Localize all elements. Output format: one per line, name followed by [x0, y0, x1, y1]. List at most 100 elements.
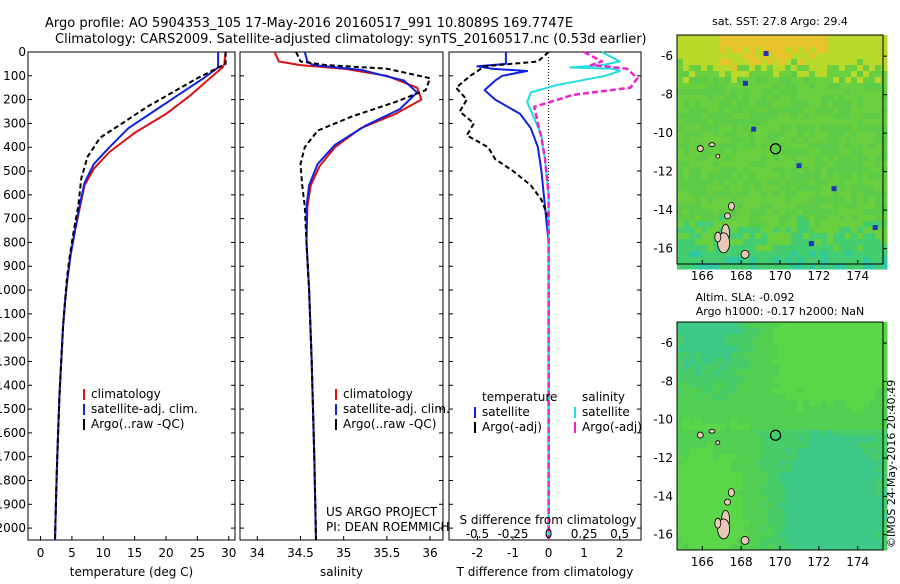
sst_map-pixel [851, 251, 858, 258]
sst_map-pixel [707, 101, 714, 108]
sst_map-pixel [881, 221, 888, 228]
sla_map-pixel [683, 328, 690, 335]
sla_map-pixel [701, 484, 708, 491]
sst_map-pixel [791, 245, 798, 252]
sla_map-pixel [857, 448, 864, 455]
sla_map-pixel [833, 340, 840, 347]
sla_map-pixel [773, 472, 780, 479]
sla_map-pixel [701, 442, 708, 449]
sla_map-pixel [821, 544, 828, 551]
sla_map-pixel [695, 418, 702, 425]
sst_map-pixel [803, 263, 810, 270]
sla_map-pixel [755, 364, 762, 371]
sla_map-pixel [677, 502, 684, 509]
sst_map-pixel [785, 71, 792, 78]
sla_map-pixel [815, 508, 822, 515]
sla_map-pixel [719, 508, 726, 515]
sst_map-pixel [743, 89, 750, 96]
sst_map-pixel [875, 239, 882, 246]
sla_map-pixel [863, 526, 870, 533]
sla_map-pixel [773, 532, 780, 539]
sla_map-pixel [863, 490, 870, 497]
sla_map-pixel [761, 340, 768, 347]
sla_map-pixel [743, 448, 750, 455]
sla_map-pixel [731, 466, 738, 473]
diff-legend-label: satellite [482, 405, 530, 419]
sla_map-pixel [779, 448, 786, 455]
sst_map-pixel [797, 221, 804, 228]
sla_map-pixel [719, 376, 726, 383]
sla_map-pixel [779, 478, 786, 485]
sla_map-pixel [851, 352, 858, 359]
sla_map-pixel [719, 472, 726, 479]
sla_map-pixel [833, 478, 840, 485]
sst_map-pixel [857, 227, 864, 234]
sla_map-pixel [839, 478, 846, 485]
sst_map-pixel [821, 131, 828, 138]
sla_map-pixel [809, 436, 816, 443]
sst_map-pixel [821, 59, 828, 66]
sst_map-pixel [791, 83, 798, 90]
sst_map-pixel [803, 77, 810, 84]
sla_map-pixel [791, 334, 798, 341]
sla_map-pixel [689, 352, 696, 359]
sst_map-pixel [839, 47, 846, 54]
sst_map-pixel [803, 53, 810, 60]
sst_map-pixel [755, 209, 762, 216]
sla_map-pixel [815, 484, 822, 491]
sla_map-pixel [701, 334, 708, 341]
sla_map-pixel [857, 424, 864, 431]
sla_map-pixel [839, 352, 846, 359]
sst_map-pixel [797, 173, 804, 180]
sla_map-pixel [821, 484, 828, 491]
sla_map-pixel [725, 460, 732, 467]
sla_map-pixel [695, 376, 702, 383]
sst_map-pixel [833, 83, 840, 90]
sla_map-pixel [809, 484, 816, 491]
sst_map-pixel [695, 71, 702, 78]
sla_map-pixel [683, 484, 690, 491]
difference-xtick-label: 2 [616, 546, 624, 560]
sla_map-pixel [839, 424, 846, 431]
sst_map-pixel [839, 203, 846, 210]
sst_map-pixel [881, 113, 888, 120]
sst_map-pixel [677, 161, 684, 168]
sla_map-pixel [863, 412, 870, 419]
sla_map-pixel [851, 430, 858, 437]
sla_map-pixel [761, 394, 768, 401]
sla_map-pixel [809, 352, 816, 359]
sla_map-pixel [743, 424, 750, 431]
sla_map-pixel [791, 358, 798, 365]
sst_map-pixel [791, 239, 798, 246]
argo-height-title: Argo h1000: -0.17 h2000: NaN [696, 305, 865, 318]
sla_map-pixel [797, 508, 804, 515]
sst_map-pixel [857, 101, 864, 108]
sla_map-pixel [851, 520, 858, 527]
sst_map-pixel [737, 71, 744, 78]
sla_map-pixel [839, 334, 846, 341]
sla_map-pixel [791, 346, 798, 353]
sla_map-pixel [731, 358, 738, 365]
sst_map-pixel [803, 143, 810, 150]
sla_map-pixel [863, 532, 870, 539]
sst_map-pixel [779, 59, 786, 66]
sla_map-pixel [773, 430, 780, 437]
sla_map-pixel [707, 346, 714, 353]
sla_map-pixel [713, 406, 720, 413]
sst_map-pixel [803, 203, 810, 210]
sla_map-pixel [767, 394, 774, 401]
sla_map-pixel [785, 370, 792, 377]
sst_map-pixel [767, 173, 774, 180]
sla_map-pixel [881, 352, 888, 359]
sst_map-pixel [725, 167, 732, 174]
sla_map-pixel [731, 334, 738, 341]
sst_map-pixel [809, 161, 816, 168]
sla_map-pixel [773, 334, 780, 341]
sst_map-pixel [695, 119, 702, 126]
sla_map-pixel [683, 406, 690, 413]
sla_map-pixel [851, 424, 858, 431]
sla_map-pixel [869, 532, 876, 539]
sst_map-pixel [725, 251, 732, 258]
sst_map-pixel [713, 107, 720, 114]
sst_map-pixel [689, 107, 696, 114]
